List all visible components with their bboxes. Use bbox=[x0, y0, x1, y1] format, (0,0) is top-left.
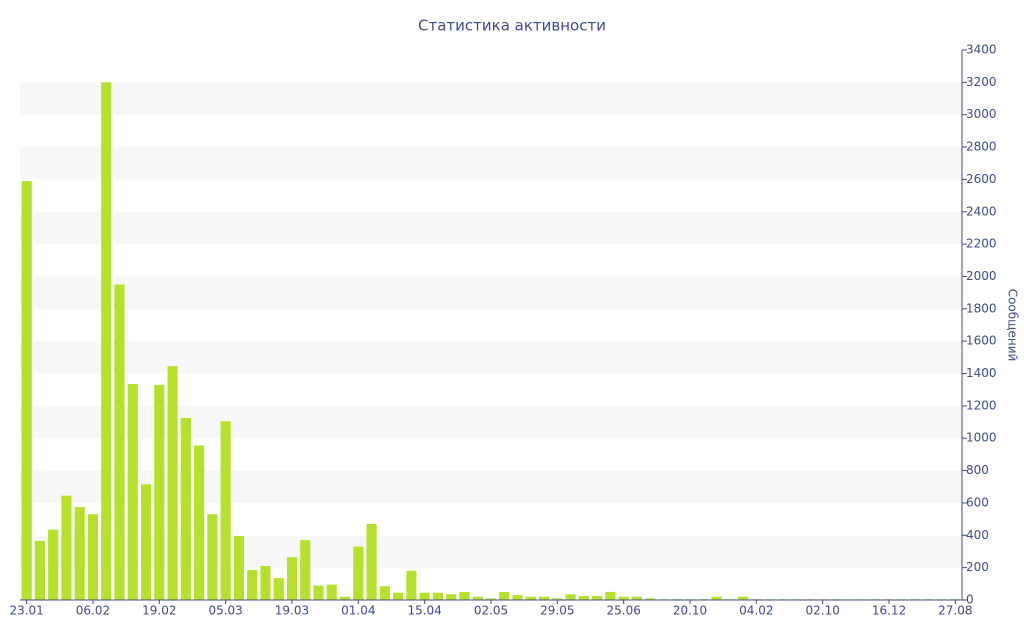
x-tick-label: 27.08 bbox=[938, 604, 972, 618]
bar bbox=[393, 592, 404, 600]
x-tick-label: 01.04 bbox=[341, 604, 375, 618]
bar bbox=[340, 596, 351, 600]
y-tick-label: 3000 bbox=[966, 107, 997, 121]
bar bbox=[353, 546, 364, 600]
bar bbox=[273, 578, 284, 600]
bar bbox=[233, 536, 244, 600]
x-tick-label: 19.02 bbox=[142, 604, 176, 618]
y-tick-label: 3200 bbox=[966, 75, 997, 89]
x-tick-label: 05.03 bbox=[208, 604, 242, 618]
bar bbox=[74, 506, 85, 600]
bar bbox=[207, 514, 218, 600]
x-tick-label: 15.04 bbox=[407, 604, 441, 618]
x-tick-label: 29.05 bbox=[540, 604, 574, 618]
x-tick-label: 25.06 bbox=[606, 604, 640, 618]
y-tick-label: 600 bbox=[966, 495, 989, 509]
bar bbox=[379, 586, 390, 600]
x-tick-label: 04.02 bbox=[739, 604, 773, 618]
bar bbox=[260, 566, 271, 600]
x-tick-label: 02.05 bbox=[474, 604, 508, 618]
x-tick-label: 16.12 bbox=[872, 604, 906, 618]
bar bbox=[154, 384, 165, 600]
y-tick-label: 800 bbox=[966, 463, 989, 477]
bar bbox=[552, 598, 563, 600]
bar bbox=[366, 523, 377, 600]
bar bbox=[300, 540, 311, 600]
y-tick-label: 1800 bbox=[966, 301, 997, 315]
bar bbox=[21, 181, 32, 600]
bar bbox=[406, 570, 417, 600]
bar bbox=[286, 557, 298, 600]
grid-band bbox=[20, 82, 962, 115]
bar bbox=[247, 570, 258, 600]
bar bbox=[419, 592, 430, 600]
y-tick-label: 1000 bbox=[966, 431, 997, 445]
y-tick-label: 2400 bbox=[966, 204, 997, 218]
y-tick-label: 2000 bbox=[966, 269, 997, 283]
x-tick-label: 23.01 bbox=[9, 604, 43, 618]
bar bbox=[525, 596, 536, 600]
bar bbox=[326, 584, 337, 600]
bar bbox=[565, 594, 576, 600]
y-tick-label: 3400 bbox=[966, 43, 997, 57]
y-tick-label: 400 bbox=[966, 528, 989, 542]
y-axis-title: Сообщений bbox=[1006, 289, 1020, 362]
bar bbox=[446, 594, 457, 600]
bar bbox=[485, 598, 497, 600]
y-tick-label: 1600 bbox=[966, 334, 997, 348]
bar bbox=[645, 598, 656, 600]
bar bbox=[180, 418, 191, 600]
grid-band bbox=[20, 211, 962, 245]
bar bbox=[738, 596, 749, 600]
bar bbox=[34, 540, 45, 600]
bar bbox=[313, 585, 324, 600]
bar bbox=[605, 591, 616, 600]
grid-band bbox=[20, 276, 962, 309]
bar bbox=[87, 514, 99, 600]
grid-band bbox=[20, 341, 962, 374]
bar bbox=[141, 484, 152, 600]
bar bbox=[631, 596, 642, 600]
y-tick-label: 200 bbox=[966, 560, 989, 574]
y-tick-label: 2600 bbox=[966, 172, 997, 186]
x-tick-label: 02.10 bbox=[806, 604, 840, 618]
bar bbox=[618, 596, 629, 600]
bar bbox=[432, 592, 443, 600]
y-tick-label: 0 bbox=[966, 593, 974, 607]
bar bbox=[194, 445, 205, 600]
bar bbox=[114, 284, 125, 600]
bar bbox=[459, 591, 470, 600]
y-tick-label: 1200 bbox=[966, 398, 997, 412]
bar bbox=[127, 384, 138, 600]
grid-band bbox=[20, 147, 962, 180]
y-tick-label: 2800 bbox=[966, 140, 997, 154]
bar bbox=[61, 495, 72, 600]
bar bbox=[48, 529, 59, 600]
bar bbox=[101, 82, 112, 600]
y-tick-label: 2200 bbox=[966, 237, 997, 251]
x-tick-label: 06.02 bbox=[76, 604, 110, 618]
chart-title: Статистика активности bbox=[418, 17, 606, 35]
bar bbox=[512, 595, 523, 600]
bar bbox=[499, 591, 510, 600]
bar bbox=[472, 596, 483, 600]
x-tick-label: 20.10 bbox=[673, 604, 707, 618]
y-tick-label: 1400 bbox=[966, 366, 997, 380]
bar bbox=[578, 595, 589, 600]
bar bbox=[539, 596, 550, 600]
bar bbox=[592, 595, 603, 600]
bar bbox=[220, 421, 231, 600]
x-tick-label: 19.03 bbox=[275, 604, 309, 618]
bar bbox=[711, 596, 722, 600]
bar bbox=[167, 366, 178, 600]
